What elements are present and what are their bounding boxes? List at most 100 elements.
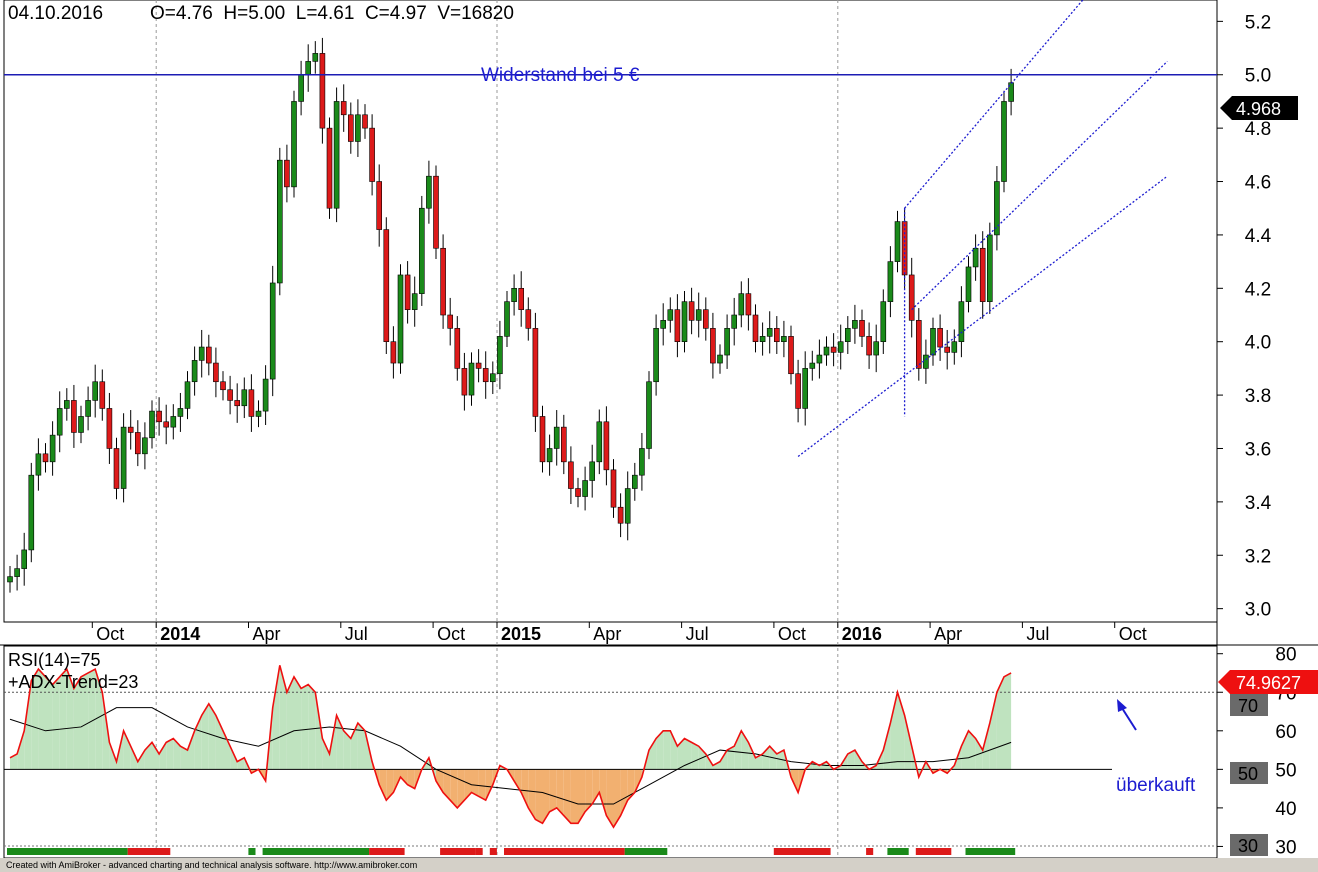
candle-body: [404, 274, 411, 310]
candle-body: [433, 175, 439, 249]
rsi-fill: [379, 769, 387, 801]
rsi-tick-label: 60: [1275, 722, 1296, 743]
svg-text:70: 70: [1238, 696, 1258, 716]
candle-body: [923, 354, 929, 369]
trend-bar-segment: [866, 848, 874, 855]
candle-body: [241, 389, 248, 407]
rsi-fill: [471, 769, 479, 797]
rsi-fill: [606, 769, 614, 828]
candle-body: [795, 373, 801, 409]
candle-body: [454, 328, 461, 369]
candle-body: [220, 381, 226, 391]
rsi-fill: [286, 676, 294, 770]
rsi-fill: [208, 703, 216, 770]
rsi-fill: [279, 665, 287, 770]
candle-body: [624, 488, 631, 524]
rsi-fill: [95, 669, 103, 770]
candle-body: [532, 328, 539, 417]
rsi-subtitle: +ADX-Trend=23: [8, 672, 138, 692]
candle-body: [1001, 101, 1007, 182]
rsi-tick-label: 30: [1275, 837, 1296, 858]
rsi-fill: [159, 742, 167, 770]
rsi-fill: [357, 723, 365, 770]
rsi-fill: [663, 730, 671, 770]
candle-body: [369, 127, 375, 182]
rsi-fill: [215, 715, 223, 770]
overbought-label: überkauft: [1116, 775, 1196, 796]
overbought-arrow-icon: [1117, 699, 1137, 731]
rsi-fill: [52, 676, 60, 770]
x-tick-label: 2016: [842, 624, 882, 644]
candle-body: [837, 341, 844, 353]
candle-body: [852, 320, 858, 329]
rsi-fill: [230, 746, 238, 770]
trend-bar-segment: [504, 848, 625, 855]
candle-body: [759, 336, 766, 342]
rsi-fill: [194, 715, 202, 770]
candle-body: [695, 309, 702, 321]
candle-body: [411, 293, 418, 310]
rsi-fill: [393, 769, 401, 793]
candle-body: [206, 346, 212, 364]
rsi-fill: [649, 738, 657, 770]
rsi-fill: [10, 753, 18, 770]
resistance-label: Widerstand bei 5 €: [481, 65, 640, 86]
rsi-fill: [322, 738, 330, 770]
candle-body: [539, 416, 546, 463]
x-tick-label: 2014: [160, 624, 200, 644]
candle-body: [355, 114, 361, 142]
candle-body: [965, 266, 972, 302]
rsi-fill: [528, 769, 536, 820]
trend-bar-segment: [915, 848, 952, 855]
candle-body: [163, 421, 169, 428]
candle-body: [667, 309, 674, 321]
candle-body: [830, 346, 837, 353]
candle-body: [482, 368, 489, 383]
rsi-fill: [904, 715, 912, 770]
rsi-fill: [727, 746, 735, 770]
candle-body: [660, 320, 667, 329]
last-price-tag: 4.968: [1220, 96, 1298, 120]
candle-body: [915, 320, 922, 369]
candle-body: [35, 453, 42, 476]
rsi-line: [9, 665, 1012, 829]
rsi-fill: [535, 769, 543, 824]
rsi-fill: [982, 723, 990, 770]
last-rsi-tag: 74.9627: [1218, 670, 1318, 694]
rsi-level-tag-30: 30: [1230, 834, 1268, 856]
candle-body: [781, 336, 787, 342]
candle-body: [198, 346, 205, 361]
candle-body: [170, 416, 177, 428]
rsi-fill: [272, 665, 280, 770]
price-tick-label: 5.2: [1245, 12, 1271, 33]
last-price-value: 4.968: [1236, 99, 1281, 119]
candle-body: [553, 426, 560, 449]
rsi-fill: [38, 669, 46, 770]
trend-bar-segment: [773, 848, 831, 855]
candle-body: [773, 328, 780, 342]
rsi-fill: [691, 742, 699, 770]
price-tick-label: 4.4: [1245, 226, 1272, 247]
price-tick-label: 3.0: [1245, 600, 1271, 621]
last-rsi-value: 74.9627: [1236, 673, 1301, 693]
rsi-fill: [791, 769, 799, 793]
candle-body: [497, 336, 503, 375]
rsi-fill: [883, 723, 891, 770]
rsi-fill: [187, 730, 195, 770]
candle-body: [312, 53, 319, 62]
rsi-fill: [989, 692, 997, 770]
candle-body: [64, 400, 70, 409]
rsi-fill: [17, 730, 25, 770]
rsi-fill: [996, 676, 1004, 770]
candle-body: [717, 354, 723, 364]
rsi-title: RSI(14)=75: [8, 650, 101, 670]
rsi-tick-label: 50: [1275, 760, 1296, 781]
candle-body: [291, 101, 297, 188]
rsi-fill: [755, 753, 763, 770]
candle-body: [489, 373, 496, 383]
candle-body: [738, 293, 745, 316]
candle-body: [149, 410, 155, 439]
candle-body: [844, 328, 851, 342]
candle-body: [28, 474, 35, 551]
